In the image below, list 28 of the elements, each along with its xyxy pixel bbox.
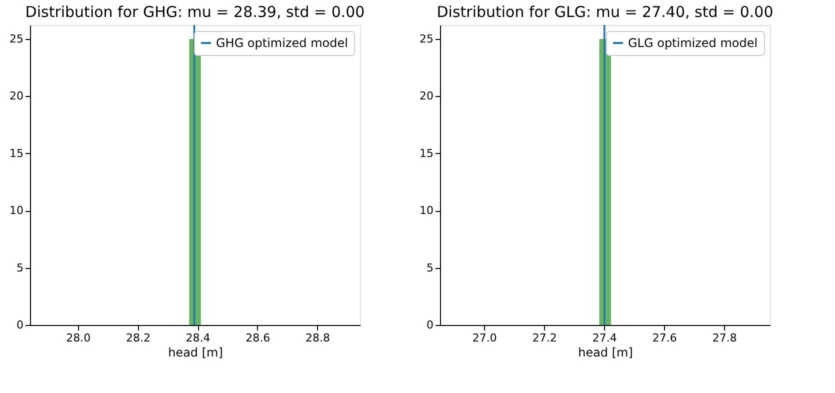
y-tick-label: 10 (420, 204, 434, 218)
x-tick-label: 28.4 (186, 332, 210, 344)
y-tick-label: 20 (420, 90, 434, 103)
x-tick-label: 28.2 (126, 332, 150, 344)
x-tick-label: 27.8 (712, 332, 737, 344)
x-tick-label: 28.6 (246, 332, 270, 344)
y-tick-label: 20 (10, 90, 24, 103)
x-tick-label: 27.4 (592, 332, 617, 344)
x-tick-label: 28.0 (66, 332, 91, 344)
x-axis-title: head [m] (168, 346, 223, 360)
y-tick-label: 5 (426, 261, 434, 274)
ref-line-label: GHG optimized model (216, 36, 348, 50)
x-tick-label: 27.6 (652, 332, 677, 344)
y-tick-label: 0 (426, 318, 434, 332)
y-tick-label: 5 (16, 261, 24, 274)
ref-line-label: GLG optimized model (628, 36, 758, 50)
y-tick-label: 0 (16, 318, 24, 332)
y-tick-label: 15 (420, 146, 434, 160)
y-tick-label: 25 (10, 32, 24, 46)
chart-title: Distribution for GHG: mu = 28.39, std = 0.00 (25, 3, 365, 22)
y-tick-label: 25 (420, 32, 434, 46)
y-tick-label: 15 (10, 146, 24, 160)
x-tick-label: 28.8 (305, 332, 330, 344)
x-axis-title: head [m] (578, 346, 633, 360)
x-tick-label: 27.2 (532, 332, 557, 344)
y-tick-label: 10 (10, 204, 24, 218)
x-tick-label: 27.0 (472, 332, 497, 344)
chart-title: Distribution for GLG: mu = 27.40, std = 0.00 (436, 3, 774, 22)
